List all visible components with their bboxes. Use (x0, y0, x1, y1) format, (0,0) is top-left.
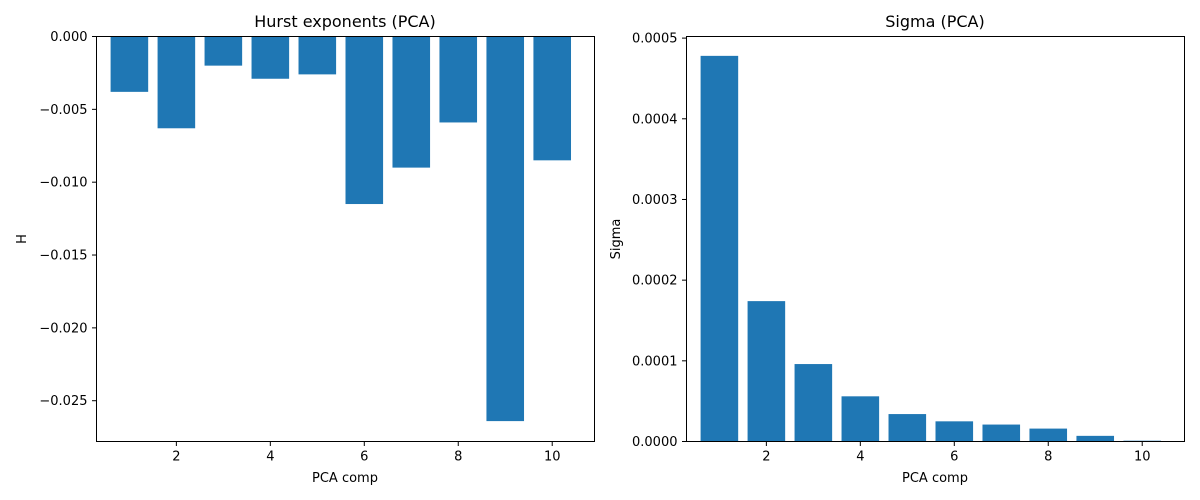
y-tick-label: −0.015 (39, 249, 87, 264)
y-ticks: 0.0000 0.0001 0.0002 0.0003 0.0004 0.0005 (632, 32, 687, 450)
y-ticks: 0.000 −0.005 −0.010 −0.015 −0.020 −0.025 (39, 30, 97, 409)
bar-3 (204, 36, 243, 66)
x-tick-label: 10 (1134, 450, 1151, 465)
y-tick-label: −0.010 (39, 176, 87, 191)
y-tick-label: 0.0004 (632, 112, 678, 127)
bar-3 (794, 364, 833, 442)
x-axis-label: PCA comp (902, 471, 968, 486)
x-tick-label: 10 (544, 450, 561, 465)
bars (110, 36, 572, 422)
x-tick-label: 6 (360, 450, 368, 465)
y-tick-label: −0.020 (39, 321, 87, 336)
y-tick-label: 0.0003 (632, 193, 678, 208)
x-tick-label: 2 (172, 450, 180, 465)
x-tick-label: 2 (762, 450, 770, 465)
sigma-chart: Sigma (PCA) 2 4 6 8 10 0.00000.00010.00020.0… (609, 12, 1185, 486)
bars (700, 55, 1162, 442)
bar-6 (345, 36, 384, 205)
chart-title: Hurst exponents (PCA) (254, 12, 436, 31)
y-tick-label: 0.0005 (632, 32, 678, 47)
y-tick-label: 0.0001 (632, 354, 678, 369)
bar-10 (533, 36, 572, 161)
x-axis-label: PCA comp (312, 471, 378, 486)
bar-9 (486, 36, 525, 422)
x-tick-label: 4 (266, 450, 274, 465)
y-tick-label: 0.000 (50, 30, 87, 45)
x-tick-label: 4 (856, 450, 864, 465)
y-tick-label: −0.025 (39, 394, 87, 409)
bar-6 (935, 421, 974, 442)
hurst-chart: Hurst exponents (PCA) 2 4 6 8 10 0.000 −0.005… (15, 12, 595, 486)
y-tick-label: 0.0000 (632, 435, 678, 450)
bar-1 (700, 55, 739, 442)
bar-8 (439, 36, 478, 123)
axes-frame (96, 36, 595, 442)
x-tick-label: 8 (1044, 450, 1052, 465)
y-axis-label: H (15, 234, 30, 244)
chart-title: Sigma (PCA) (885, 12, 984, 31)
y-tick-label: 0.0002 (632, 274, 678, 289)
bar-7 (392, 36, 431, 168)
bar-8 (1029, 428, 1068, 442)
x-tick-label: 6 (950, 450, 958, 465)
bar-2 (747, 301, 786, 442)
bar-9 (1076, 435, 1115, 442)
y-axis-label: Sigma (609, 219, 624, 260)
x-tick-label: 8 (454, 450, 462, 465)
bar-2 (157, 36, 196, 129)
bar-5 (888, 414, 927, 442)
bar-4 (841, 396, 880, 442)
x-ticks: 2 4 6 8 10 (172, 441, 561, 465)
bar-4 (251, 36, 290, 79)
bar-5 (298, 36, 337, 75)
x-ticks: 2 4 6 8 10 (762, 441, 1151, 465)
bar-7 (982, 424, 1021, 442)
axes-frame (686, 36, 1185, 442)
y-tick-label: −0.005 (39, 103, 87, 118)
bar-1 (110, 36, 149, 92)
